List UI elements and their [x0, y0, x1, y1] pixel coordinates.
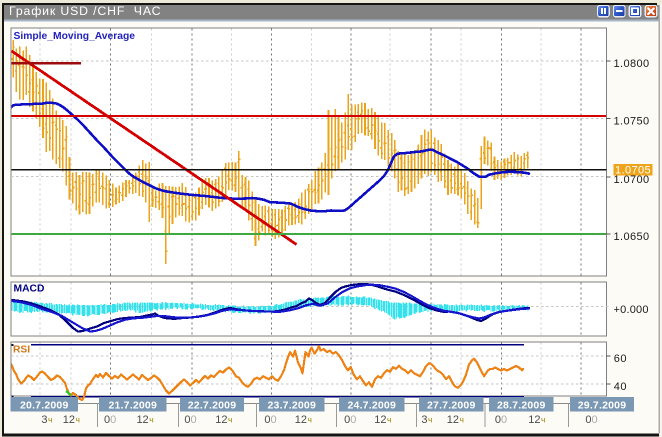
svg-text:1.0650: 1.0650 — [614, 231, 650, 243]
svg-text:0: 0 — [264, 414, 270, 426]
svg-text:0: 0 — [585, 414, 591, 426]
svg-text:1.0750: 1.0750 — [614, 116, 650, 128]
svg-text:+0.000: +0.000 — [614, 304, 649, 316]
svg-text:24.7.2009: 24.7.2009 — [347, 400, 396, 412]
svg-text:3: 3 — [421, 414, 427, 426]
svg-text:MACD: MACD — [14, 284, 45, 295]
svg-text:ч: ч — [48, 415, 52, 425]
svg-text:12: 12 — [447, 414, 459, 426]
svg-text:0: 0 — [104, 414, 110, 426]
svg-text:60: 60 — [614, 353, 627, 365]
svg-text:График USD /CHF ЧАС: График USD /CHF ЧАС — [9, 4, 161, 18]
svg-text:20.7.2009: 20.7.2009 — [20, 400, 69, 412]
svg-text:ч: ч — [428, 415, 432, 425]
svg-text:12: 12 — [374, 414, 386, 426]
svg-text:3: 3 — [41, 414, 47, 426]
svg-text:ч: ч — [76, 415, 80, 425]
svg-text:0: 0 — [110, 414, 116, 426]
svg-text:Simple_Moving_Average: Simple_Moving_Average — [14, 31, 136, 42]
svg-text:ч: ч — [460, 415, 464, 425]
svg-text:0: 0 — [191, 414, 197, 426]
svg-text:ч: ч — [387, 415, 391, 425]
svg-text:0: 0 — [592, 414, 598, 426]
svg-text:21.7.2009: 21.7.2009 — [108, 400, 157, 412]
svg-text:RSI: RSI — [13, 344, 30, 355]
svg-text:29.7.2009: 29.7.2009 — [578, 400, 627, 412]
svg-text:1.0705: 1.0705 — [615, 165, 651, 177]
svg-text:0: 0 — [271, 414, 277, 426]
svg-text:1.0700: 1.0700 — [614, 174, 650, 186]
svg-text:ч: ч — [308, 415, 312, 425]
svg-text:ч: ч — [149, 415, 153, 425]
svg-text:40: 40 — [614, 381, 627, 393]
svg-text:0: 0 — [344, 414, 350, 426]
svg-text:ч: ч — [541, 415, 545, 425]
svg-text:0: 0 — [350, 414, 356, 426]
svg-text:28.7.2009: 28.7.2009 — [497, 400, 546, 412]
svg-text:ч: ч — [228, 415, 232, 425]
svg-text:12: 12 — [295, 414, 307, 426]
svg-text:12: 12 — [215, 414, 227, 426]
svg-text:0: 0 — [184, 414, 190, 426]
svg-text:27.7.2009: 27.7.2009 — [427, 400, 476, 412]
svg-text:0: 0 — [501, 414, 507, 426]
svg-text:1.0800: 1.0800 — [614, 58, 650, 70]
svg-text:12: 12 — [63, 414, 75, 426]
svg-text:12: 12 — [528, 414, 540, 426]
svg-text:23.7.2009: 23.7.2009 — [267, 400, 316, 412]
svg-text:22.7.2009: 22.7.2009 — [188, 400, 237, 412]
svg-text:0: 0 — [495, 414, 501, 426]
svg-text:12: 12 — [136, 414, 148, 426]
